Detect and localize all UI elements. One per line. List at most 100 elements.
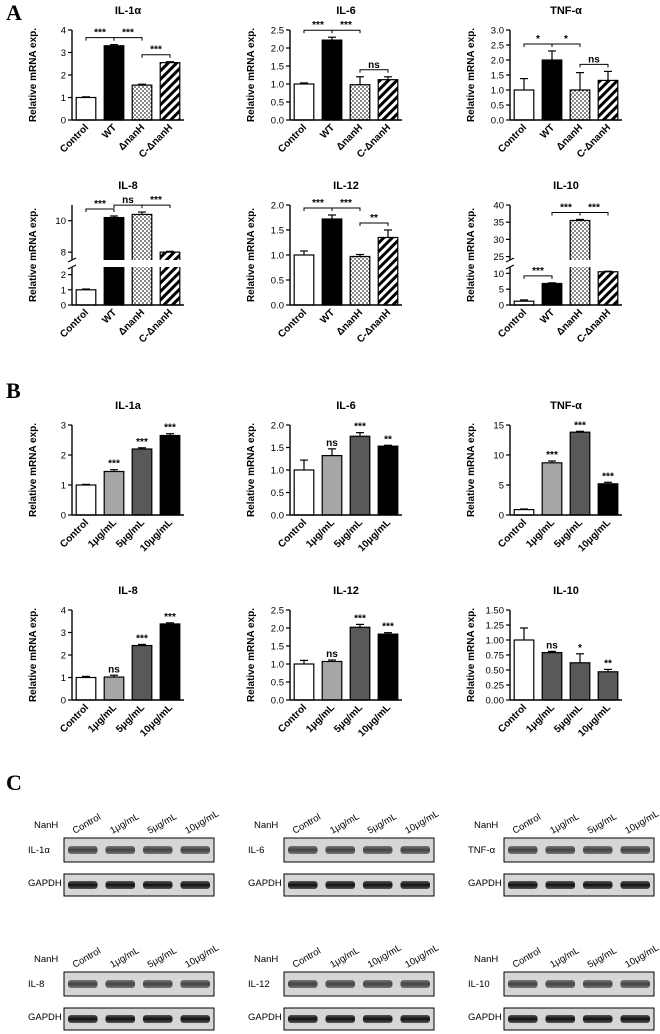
- blot-frame: [503, 1007, 655, 1031]
- blot-band: [545, 980, 575, 988]
- y-axis-label: Relative mRNA exp.: [246, 28, 257, 122]
- target-label: IL-1α: [28, 845, 50, 856]
- blot-frame: [63, 1007, 215, 1031]
- significance: ***: [164, 612, 176, 623]
- y-tick-label: 1.0: [491, 86, 504, 97]
- significance: **: [370, 213, 378, 224]
- bar: [349, 255, 371, 306]
- blot-band: [545, 846, 575, 854]
- y-tick-label: 2: [61, 71, 66, 82]
- blot-band: [143, 980, 173, 988]
- blot-band: [363, 846, 393, 854]
- blot-band: [143, 881, 173, 889]
- x-tick-label: 1μg/mL: [524, 517, 557, 550]
- x-tick-label: WT: [100, 307, 119, 326]
- significance: ***: [94, 28, 106, 39]
- significance: ***: [312, 20, 324, 31]
- significance: **: [604, 658, 612, 669]
- treatment-label: NanH: [34, 820, 58, 831]
- y-tick-label: 1: [61, 673, 66, 684]
- loading-label: GAPDH: [248, 1012, 282, 1023]
- lane-label: 5μg/mL: [366, 811, 399, 836]
- y-tick-label: 0: [61, 511, 66, 522]
- y-tick-label: 5: [499, 285, 504, 296]
- y-tick-label: 2: [61, 451, 66, 462]
- blot-band: [400, 846, 430, 854]
- bracket: [579, 63, 609, 68]
- bracket: [359, 222, 389, 226]
- lane-label: Control: [71, 946, 103, 971]
- significance: ***: [382, 622, 394, 633]
- x-tick-label: 1μg/mL: [304, 517, 337, 550]
- significance: ***: [312, 198, 324, 209]
- y-tick-label: 2.0: [271, 44, 284, 55]
- significance: ***: [340, 198, 352, 209]
- y-tick-label: 1: [61, 93, 66, 104]
- bar: [131, 213, 153, 306]
- blot-band: [288, 980, 318, 988]
- chart-title: IL-8: [118, 585, 138, 597]
- bracket: [331, 29, 361, 34]
- y-tick-label: 5: [499, 481, 504, 492]
- bar: [293, 83, 315, 121]
- bar: [513, 509, 535, 516]
- significance: ***: [136, 437, 148, 448]
- blot-band: [508, 881, 538, 889]
- y-axis-label: Relative mRNA exp.: [246, 608, 257, 702]
- significance: ***: [340, 20, 352, 31]
- blot-band: [363, 1015, 393, 1023]
- lane-label: 5μg/mL: [586, 945, 619, 970]
- blot-band: [508, 1015, 538, 1023]
- blot-band: [363, 980, 393, 988]
- break-mark: [67, 264, 77, 270]
- y-tick-label: 15: [493, 421, 504, 432]
- significance: ns: [368, 60, 380, 71]
- chart-title: IL-12: [333, 180, 359, 192]
- y-tick-label: 1.0: [271, 80, 284, 91]
- bar: [513, 639, 535, 701]
- x-tick-label: WT: [100, 122, 119, 141]
- bar: [131, 84, 153, 121]
- blot-frame: [503, 873, 655, 897]
- bar: [293, 663, 315, 701]
- blot-band: [105, 846, 135, 854]
- blot-band: [325, 846, 355, 854]
- blot-band: [583, 1015, 613, 1023]
- y-tick-label: 10: [493, 269, 504, 280]
- y-axis-label: Relative mRNA exp.: [28, 208, 39, 302]
- y-tick-label: 1: [61, 481, 66, 492]
- y-tick-label: 0: [61, 696, 66, 707]
- bar: [321, 39, 343, 121]
- y-tick-label: 0: [499, 301, 504, 312]
- y-tick-label: 0.0: [271, 511, 284, 522]
- bar: [541, 651, 563, 701]
- bar: [321, 455, 343, 516]
- bar: [349, 84, 371, 121]
- significance: ns: [326, 438, 338, 449]
- lane-label: 10μg/mL: [183, 808, 221, 836]
- lane-label: 10μg/mL: [366, 942, 404, 970]
- y-axis-label: Relative mRNA exp.: [246, 208, 257, 302]
- lane-label: 10μg/mL: [623, 808, 660, 836]
- significance: ***: [94, 199, 106, 210]
- x-tick-label: Control: [496, 307, 529, 340]
- y-tick-label: 0.5: [271, 98, 284, 109]
- significance: ***: [588, 202, 600, 213]
- blot-band: [105, 881, 135, 889]
- x-tick-label: Control: [496, 702, 529, 735]
- significance: ***: [354, 422, 366, 433]
- y-axis-label: Relative mRNA exp.: [466, 28, 477, 122]
- y-tick-label: 30: [493, 235, 504, 246]
- bar: [75, 484, 97, 516]
- y-tick-label: 2: [61, 651, 66, 662]
- y-tick-label: 2.5: [491, 41, 504, 52]
- y-tick-label: 1.5: [271, 62, 284, 73]
- blot-band: [545, 881, 575, 889]
- lane-label: 1μg/mL: [328, 945, 361, 970]
- significance: ***: [560, 202, 572, 213]
- significance: ***: [150, 45, 162, 56]
- bar: [541, 462, 563, 516]
- bracket: [579, 211, 609, 216]
- x-tick-label: WT: [538, 122, 557, 141]
